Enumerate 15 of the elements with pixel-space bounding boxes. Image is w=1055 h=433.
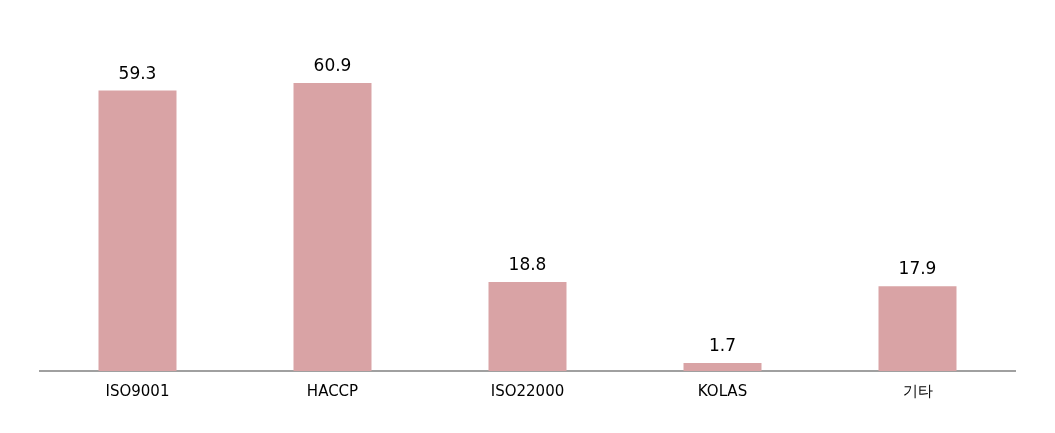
bar	[683, 362, 762, 371]
x-tick-label: 기타	[902, 381, 933, 400]
data-label: 59.3	[118, 62, 157, 83]
bar	[98, 90, 177, 371]
data-label: 60.9	[313, 54, 352, 75]
data-label: 1.7	[708, 334, 737, 355]
x-tick-label: KOLAS	[697, 381, 748, 400]
bar	[878, 286, 957, 371]
bar	[488, 282, 567, 371]
data-label: 18.8	[508, 254, 547, 275]
x-tick-label: ISO22000	[490, 381, 565, 400]
x-tick-label: HACCP	[306, 381, 359, 400]
bar	[293, 83, 372, 371]
x-tick-label: ISO9001	[105, 381, 170, 400]
data-label: 17.9	[898, 258, 937, 279]
